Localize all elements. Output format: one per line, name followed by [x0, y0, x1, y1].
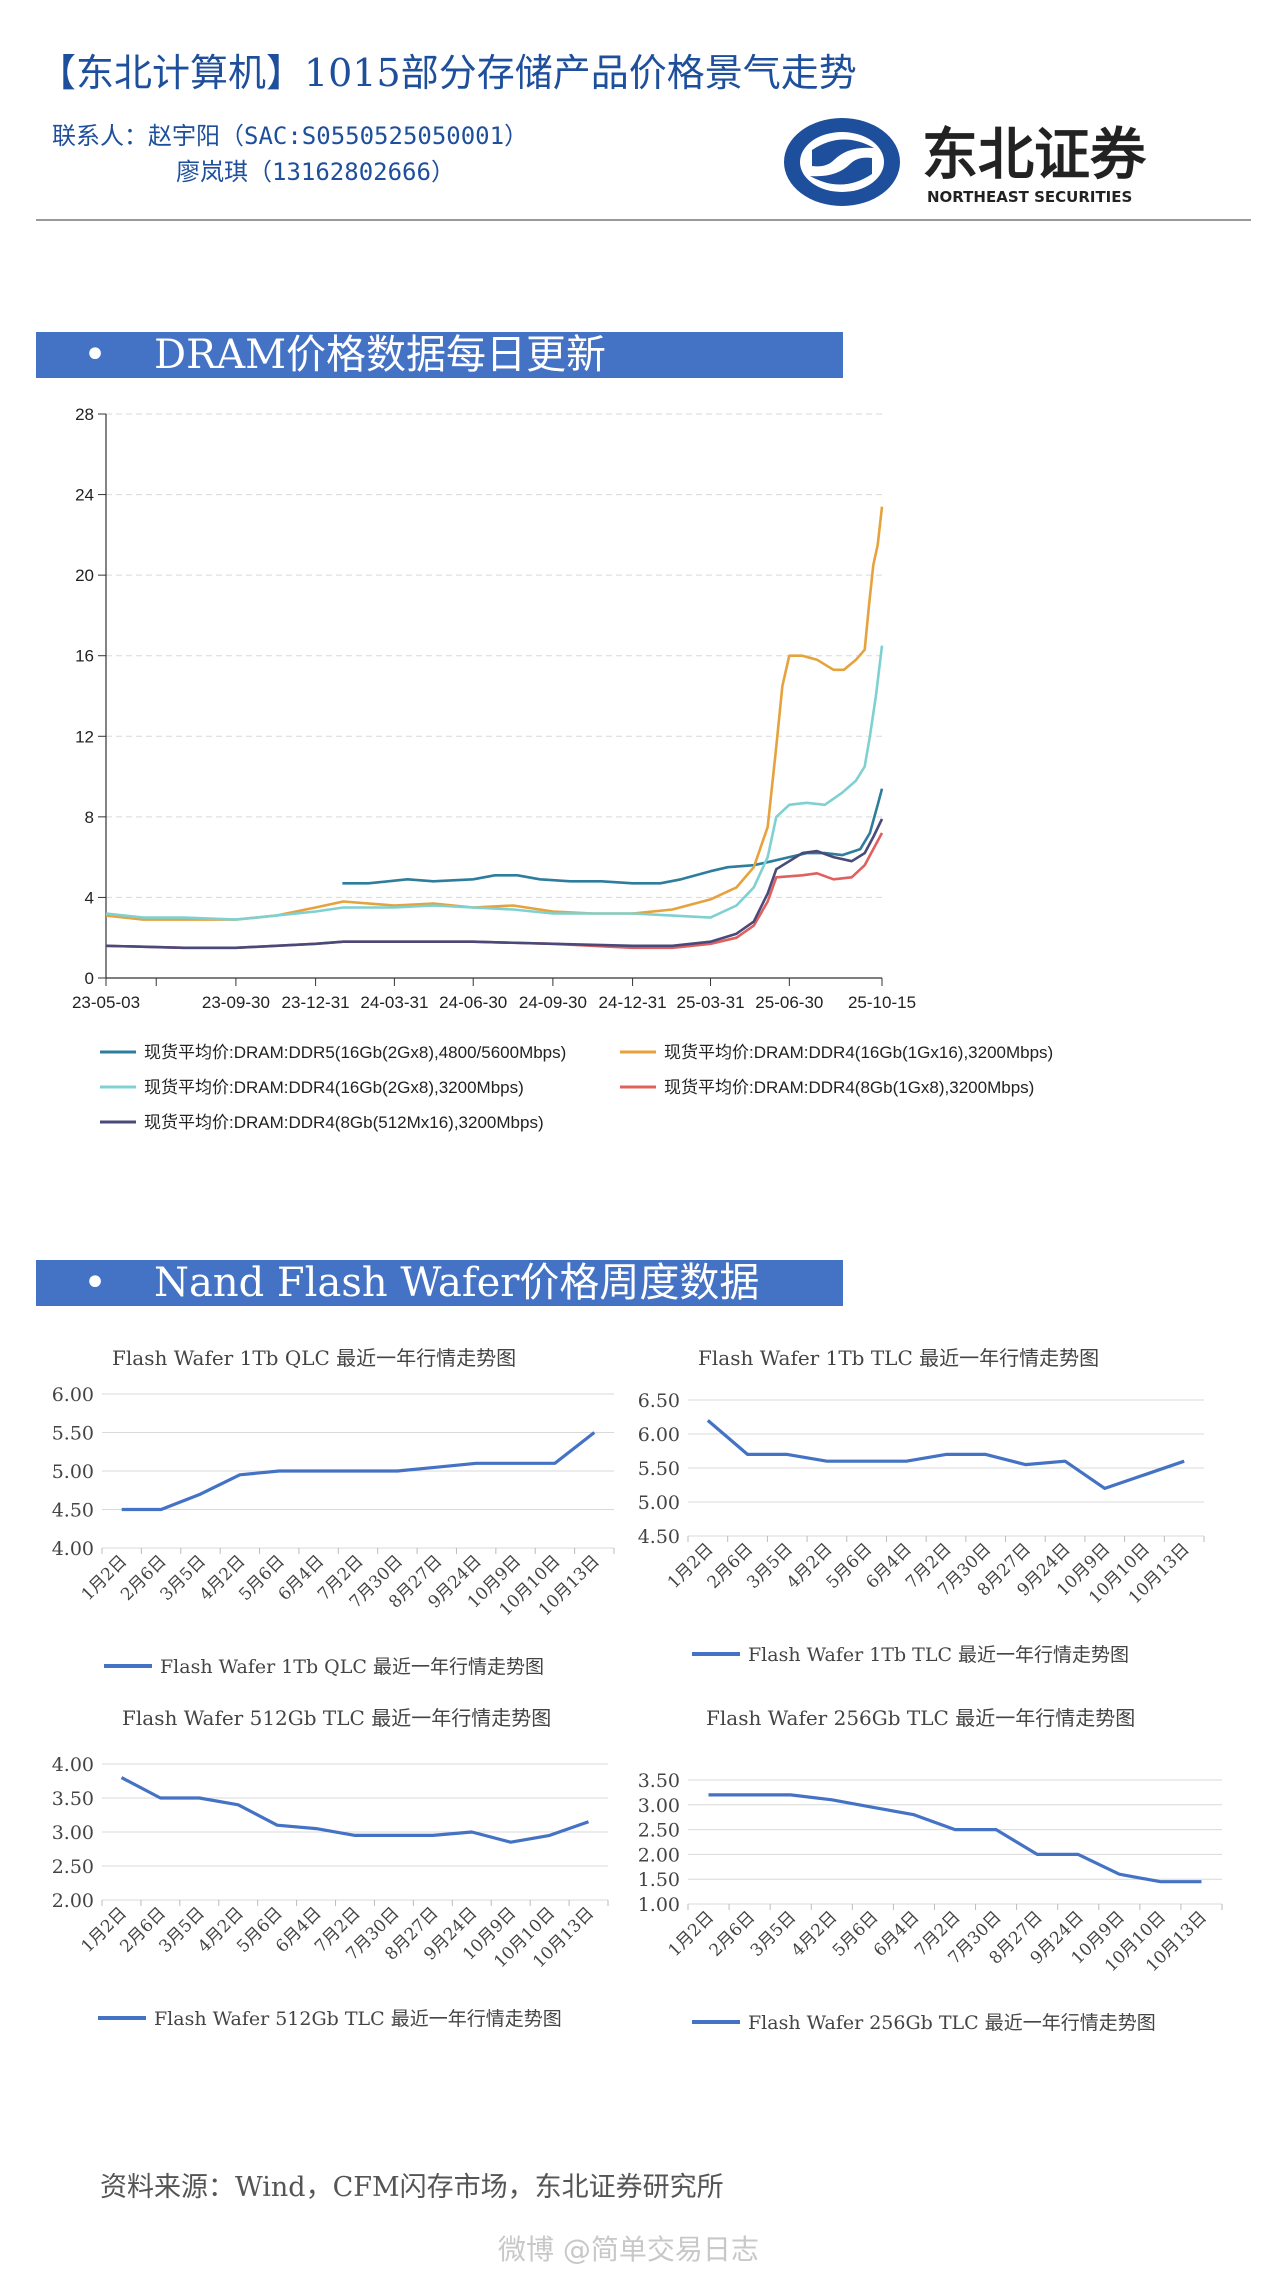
legend-label: 现货平均价:DRAM:DDR4(8Gb(1Gx8),3200Mbps) [664, 1078, 1034, 1097]
x-tick-label: 6月4日 [870, 1907, 923, 1960]
x-tick-label: 23-12-31 [282, 993, 350, 1012]
legend-label: 现货平均价:DRAM:DDR5(16Gb(2Gx8),4800/5600Mbps… [144, 1043, 566, 1062]
x-tick-label: 25-06-30 [755, 993, 823, 1012]
x-tick-label: 25-03-31 [676, 993, 744, 1012]
y-tick-label: 2.50 [638, 1820, 680, 1842]
y-tick-label: 28 [75, 405, 94, 424]
series-line [708, 1793, 1202, 1884]
y-tick-label: 2.50 [52, 1856, 94, 1878]
dram-section-banner: • DRAM价格数据每日更新 [36, 332, 843, 378]
page-title: 【东北计算机】1015部分存储产品价格景气走势 [38, 51, 857, 95]
y-tick-label: 6.00 [638, 1424, 680, 1446]
dram-series-line [105, 818, 884, 950]
source-note: 资料来源：Wind，CFM闪存市场，东北证券研究所 [100, 2172, 724, 2203]
y-tick-label: 2.00 [52, 1890, 94, 1912]
y-tick-label: 5.50 [52, 1423, 94, 1445]
x-tick-label: 24-06-30 [439, 993, 507, 1012]
flash-1tb-tlc-chart: Flash Wafer 1Tb TLC 最近一年行情走势图 4.50 5.00 5.5… [638, 1346, 1205, 1666]
y-tick-label: 16 [75, 647, 94, 666]
y-tick-label: 3.00 [52, 1822, 94, 1844]
legend-label: Flash Wafer 1Tb QLC 最近一年行情走势图 [160, 1656, 544, 1678]
x-tick-label: 24-03-31 [360, 993, 428, 1012]
y-tick-label: 3.00 [638, 1795, 680, 1817]
y-tick-label: 20 [75, 566, 94, 585]
flash-256gb-tlc-chart: Flash Wafer 256Gb TLC 最近一年行情走势图 1.00 1.50 2… [638, 1706, 1223, 2034]
x-tick-label: 4月2日 [788, 1907, 841, 1960]
contact-line-2: 廖岚琪（13162802666） [176, 158, 455, 186]
y-tick-label: 4.00 [52, 1754, 94, 1776]
logo-cn-text: 东北证券 [922, 123, 1147, 188]
dram-series-line [105, 506, 884, 921]
dram-series-line [105, 645, 884, 921]
y-tick-label: 5.00 [52, 1461, 94, 1483]
series-line [706, 1419, 1185, 1490]
small-chart-title: Flash Wafer 512Gb TLC 最近一年行情走势图 [122, 1706, 551, 1730]
x-tick-label: 24-12-31 [599, 993, 667, 1012]
dram-price-chart: 0 4 8 12 16 20 24 28 23-05-03 23-09-30 23-12-31 24-… [72, 405, 1053, 1132]
y-tick-label: 0 [85, 969, 94, 988]
small-chart-title: Flash Wafer 1Tb TLC 最近一年行情走势图 [698, 1346, 1099, 1370]
nand-section-title: Nand Flash Wafer价格周度数据 [154, 1260, 760, 1306]
legend-label: Flash Wafer 256Gb TLC 最近一年行情走势图 [748, 2012, 1156, 2034]
x-tick-label: 3月5日 [747, 1907, 800, 1960]
legend-label: 现货平均价:DRAM:DDR4(8Gb(512Mx16),3200Mbps) [144, 1113, 544, 1132]
y-tick-label: 4.00 [52, 1538, 94, 1560]
y-tick-label: 24 [75, 486, 94, 505]
y-tick-label: 5.50 [638, 1458, 680, 1480]
y-tick-label: 3.50 [638, 1770, 680, 1792]
x-tick-label: 25-10-15 [848, 993, 916, 1012]
small-chart-title: Flash Wafer 1Tb QLC 最近一年行情走势图 [112, 1346, 516, 1370]
x-tick-label: 5月6日 [829, 1907, 882, 1960]
watermark: 微博 @简单交易日志 [498, 2233, 759, 2266]
northeast-securities-logo: 东北证券 NORTHEAST SECURITIES [784, 118, 1147, 206]
x-tick-label: 23-09-30 [202, 993, 270, 1012]
series-line [121, 1431, 596, 1512]
dram-series-line [342, 788, 884, 885]
flash-1tb-qlc-chart: Flash Wafer 1Tb QLC 最近一年行情走势图 4.00 4.50 5.0… [52, 1346, 615, 1678]
dram-series-line [105, 832, 884, 950]
legend-label: Flash Wafer 1Tb TLC 最近一年行情走势图 [748, 1644, 1129, 1666]
contact-line-1: 联系人：赵宇阳（SAC:S0550525050001） [52, 122, 529, 150]
dram-section-title: DRAM价格数据每日更新 [154, 332, 607, 378]
logo-en-text: NORTHEAST SECURITIES [927, 188, 1132, 206]
y-tick-label: 1.50 [638, 1869, 680, 1891]
legend-label: Flash Wafer 512Gb TLC 最近一年行情走势图 [154, 2008, 562, 2030]
nand-section-banner: • Nand Flash Wafer价格周度数据 [36, 1260, 843, 1306]
y-tick-label: 4 [85, 888, 94, 907]
legend-label: 现货平均价:DRAM:DDR4(16Gb(1Gx16),3200Mbps) [664, 1043, 1053, 1062]
small-chart-title: Flash Wafer 256Gb TLC 最近一年行情走势图 [706, 1706, 1135, 1730]
logo-emblem-icon [784, 118, 900, 206]
flash-512gb-tlc-chart: Flash Wafer 512Gb TLC 最近一年行情走势图 2.00 2.50 3… [52, 1706, 609, 2030]
y-tick-label: 3.50 [52, 1788, 94, 1810]
series-line [120, 1776, 590, 1844]
y-tick-label: 4.50 [52, 1500, 94, 1522]
y-tick-label: 6.50 [638, 1390, 680, 1412]
x-tick-label: 2月6日 [706, 1907, 759, 1960]
y-tick-label: 12 [75, 727, 94, 746]
header-divider [36, 219, 1251, 221]
y-tick-label: 6.00 [52, 1384, 94, 1406]
x-tick-label: 23-05-03 [72, 993, 140, 1012]
y-tick-label: 2.00 [638, 1844, 680, 1866]
x-tick-label: 24-09-30 [519, 993, 587, 1012]
y-tick-label: 8 [85, 808, 94, 827]
banner-bullet: • [83, 1260, 107, 1306]
y-tick-label: 5.00 [638, 1492, 680, 1514]
legend-label: 现货平均价:DRAM:DDR4(16Gb(2Gx8),3200Mbps) [144, 1078, 524, 1097]
banner-bullet: • [83, 332, 107, 378]
y-tick-label: 4.50 [638, 1526, 680, 1548]
y-tick-label: 1.00 [638, 1894, 680, 1916]
